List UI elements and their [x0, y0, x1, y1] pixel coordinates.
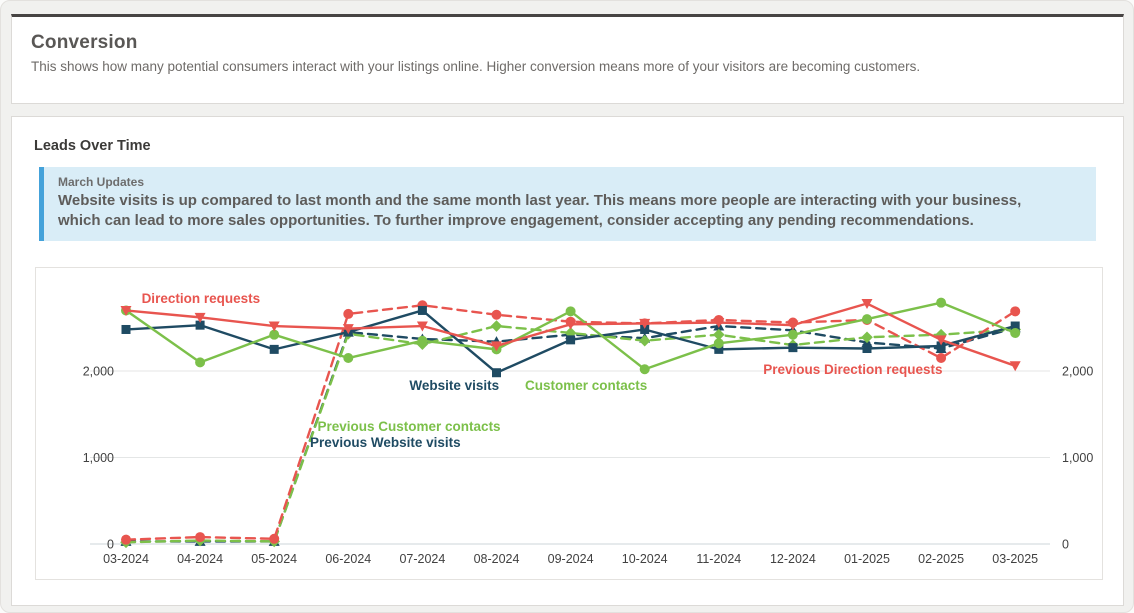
- series-marker-direction-requests: [787, 320, 799, 331]
- series-marker-website-visits: [492, 368, 501, 378]
- series-label-customer-contacts: Customer contacts: [525, 378, 647, 393]
- leads-over-time-chart: 0 0 1,000 1,000 2,000 2,000 03-2024 04-2024 05-2…: [83, 291, 1094, 566]
- series-marker-previous-customer-contacts: [861, 331, 873, 344]
- series-marker-customer-contacts: [862, 314, 872, 325]
- series-marker-website-visits: [269, 344, 279, 354]
- series-marker-previous-direction-requests: [1010, 306, 1021, 317]
- series-marker-website-visits: [121, 324, 131, 334]
- x-axis-tick: 12-2024: [770, 552, 816, 566]
- chart-title: Leads Over Time: [34, 138, 151, 154]
- callout-title: March Updates: [58, 175, 145, 189]
- series-marker-previous-customer-contacts: [713, 328, 725, 341]
- x-axis-tick: 05-2024: [251, 552, 297, 566]
- series-marker-website-visits: [1010, 321, 1020, 331]
- series-line-previous-website-visits: [124, 324, 1017, 543]
- series-marker-customer-contacts: [639, 364, 650, 375]
- series-marker-previous-direction-requests: [491, 309, 502, 320]
- series-label-previous-direction-requests: Previous Direction requests: [763, 362, 942, 377]
- series-marker-direction-requests: [268, 321, 280, 332]
- series-marker-website-visits: [566, 335, 576, 345]
- series-marker-website-visits: [417, 305, 427, 315]
- series-marker-direction-requests: [565, 319, 577, 330]
- series-marker-website-visits: [862, 344, 872, 354]
- series-marker-customer-contacts: [787, 329, 798, 340]
- series-marker-direction-requests: [342, 324, 354, 335]
- conversion-description: This shows how many potential consumers …: [31, 59, 921, 74]
- x-axis-tick: 02-2025: [918, 552, 964, 566]
- series-marker-direction-requests: [935, 335, 947, 346]
- x-axis-tick: 11-2024: [696, 552, 741, 566]
- series-marker-customer-contacts: [1010, 327, 1021, 338]
- series-marker-website-visits: [788, 343, 798, 353]
- y-axis-tick-right: 2,000: [1062, 365, 1093, 379]
- series-marker-website-visits: [195, 320, 205, 330]
- series-marker-previous-customer-contacts: [490, 320, 503, 332]
- y-axis-tick-left: 1,000: [83, 451, 114, 465]
- series-marker-direction-requests: [713, 318, 725, 329]
- series-marker-customer-contacts: [417, 335, 428, 346]
- series-marker-customer-contacts: [195, 357, 206, 368]
- march-updates-callout: March Updates Website visits is up compa…: [39, 167, 1096, 241]
- series-marker-customer-contacts: [713, 338, 724, 349]
- series-marker-direction-requests: [416, 321, 428, 332]
- x-axis-tick: 09-2024: [548, 552, 594, 566]
- series-marker-direction-requests: [639, 318, 651, 329]
- y-axis-tick-left: 0: [107, 538, 114, 552]
- x-axis-tick: 07-2024: [399, 552, 445, 566]
- series-marker-website-visits: [640, 324, 650, 334]
- y-axis-tick-right: 0: [1062, 538, 1069, 552]
- x-axis-tick: 03-2025: [992, 552, 1038, 566]
- series-line-previous-customer-contacts: [124, 324, 1017, 544]
- series-marker-previous-direction-requests: [121, 534, 131, 545]
- series-marker-direction-requests: [120, 305, 132, 316]
- series-marker-direction-requests: [1009, 361, 1021, 372]
- series-label-website-visits: Website visits: [409, 378, 499, 393]
- series-marker-customer-contacts: [269, 329, 280, 340]
- callout-body: Website visits is up compared to last mo…: [58, 192, 1022, 229]
- x-axis-tick: 01-2025: [844, 552, 890, 566]
- series-marker-customer-contacts: [565, 306, 576, 317]
- conversion-panel: Conversion This shows how many potential…: [11, 14, 1124, 104]
- x-axis-tick: 06-2024: [325, 552, 371, 566]
- page-title: Conversion: [31, 32, 138, 53]
- y-axis-tick-left: 2,000: [83, 365, 114, 379]
- y-axis-tick-right: 1,000: [1062, 451, 1093, 465]
- leads-over-time-panel: Leads Over Time March Updates Website vi…: [11, 116, 1124, 606]
- series-marker-website-visits: [936, 341, 946, 351]
- x-axis-tick: 04-2024: [177, 552, 223, 566]
- x-axis-tick: 08-2024: [474, 552, 520, 566]
- series-marker-website-visits: [714, 344, 724, 354]
- series-marker-previous-customer-contacts: [638, 334, 651, 347]
- series-label-previous-website-visits: Previous Website visits: [310, 435, 461, 450]
- series-marker-customer-contacts: [343, 353, 354, 364]
- x-axis-tick: 03-2024: [103, 552, 149, 566]
- series-label-previous-customer-contacts: Previous Customer contacts: [318, 419, 501, 434]
- series-label-direction-requests: Direction requests: [142, 291, 261, 306]
- series-marker-customer-contacts: [936, 297, 947, 308]
- series-marker-previous-direction-requests: [936, 353, 947, 364]
- series-marker-direction-requests: [861, 299, 873, 310]
- series-marker-direction-requests: [194, 312, 206, 323]
- chart-area: 0 0 1,000 1,000 2,000 2,000 03-2024 04-2024 05-2…: [35, 267, 1103, 580]
- x-axis-tick: 10-2024: [622, 552, 668, 566]
- series-marker-previous-direction-requests: [269, 533, 280, 544]
- series-marker-previous-direction-requests: [195, 532, 206, 543]
- series-marker-previous-direction-requests: [343, 308, 354, 319]
- series-marker-direction-requests: [491, 341, 502, 352]
